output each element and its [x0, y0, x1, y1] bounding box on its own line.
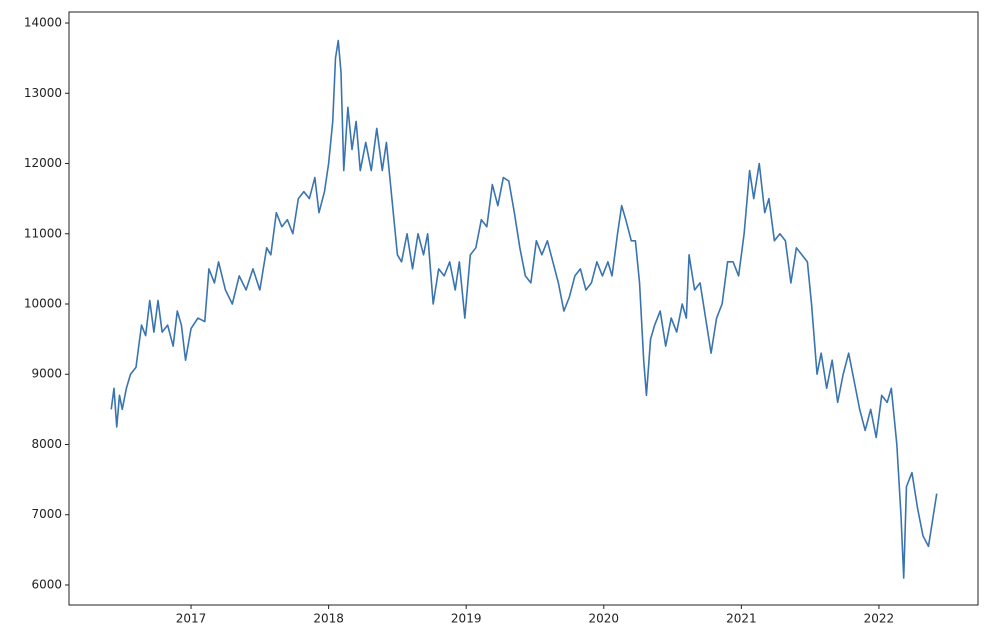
- y-tick-label: 8000: [31, 437, 62, 451]
- y-tick-label: 13000: [24, 86, 62, 100]
- y-tick-label: 7000: [31, 507, 62, 521]
- y-tick-label: 9000: [31, 367, 62, 381]
- y-tick-label: 12000: [24, 156, 62, 170]
- x-tick-label: 2017: [176, 612, 207, 626]
- y-tick-label: 6000: [31, 577, 62, 591]
- x-tick-label: 2021: [726, 612, 757, 626]
- y-tick-label: 10000: [24, 297, 62, 311]
- x-tick-label: 2018: [313, 612, 344, 626]
- plot-frame: [68, 11, 979, 606]
- y-tick-label: 11000: [24, 226, 62, 240]
- x-tick-label: 2020: [589, 612, 620, 626]
- y-tick-label: 14000: [24, 16, 62, 30]
- x-tick-label: 2019: [451, 612, 482, 626]
- x-tick-label: 2022: [864, 612, 895, 626]
- line-series: [110, 39, 938, 579]
